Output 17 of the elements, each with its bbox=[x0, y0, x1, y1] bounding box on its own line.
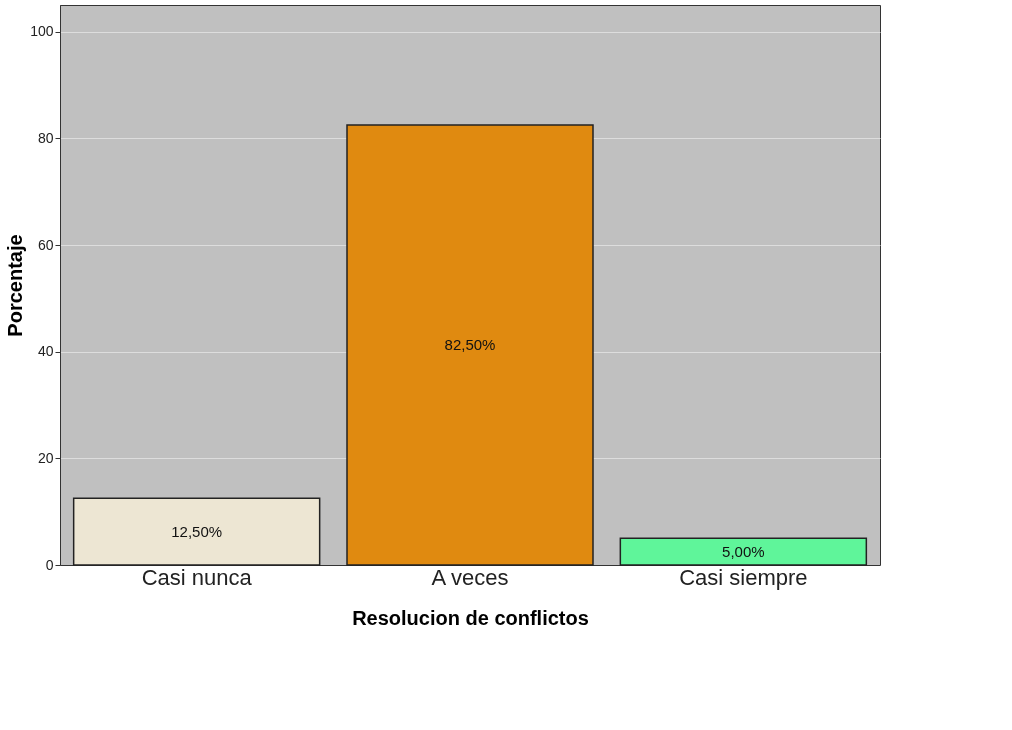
y-axis-title: Porcentaje bbox=[4, 234, 27, 337]
x-axis-title: Resolucion de conflictos bbox=[352, 606, 589, 629]
y-tick-label: 20 bbox=[37, 449, 54, 466]
y-tick-label: 0 bbox=[45, 556, 54, 573]
y-tick-label: 40 bbox=[37, 343, 54, 360]
x-tick-label: Casi siempre bbox=[679, 564, 808, 590]
y-tick-label: 60 bbox=[37, 236, 54, 253]
bar bbox=[619, 537, 868, 566]
y-tick-label: 80 bbox=[37, 129, 54, 146]
data-label: 12,50% bbox=[171, 522, 223, 540]
y-tick-label: 100 bbox=[30, 23, 54, 40]
bar bbox=[346, 124, 594, 566]
data-label: 5,00% bbox=[722, 542, 765, 560]
bar bbox=[72, 497, 321, 566]
x-tick-label: A veces bbox=[431, 564, 509, 590]
x-tick-label: Casi nunca bbox=[141, 564, 253, 590]
data-label: 82,50% bbox=[444, 336, 496, 353]
